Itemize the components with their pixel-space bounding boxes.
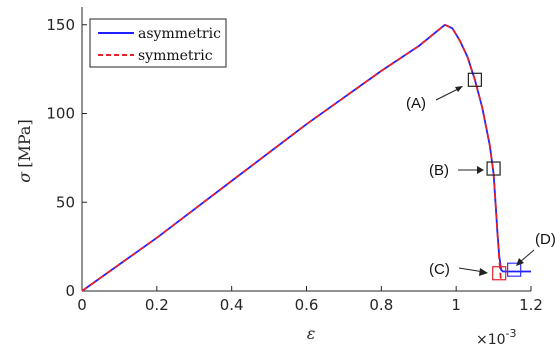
marker-square-b: [486, 161, 501, 176]
x-tick-label: 0: [77, 296, 87, 314]
x-tick-label: 0.6: [295, 296, 319, 314]
x-axis-title: ε: [307, 324, 316, 343]
annotation-a-label: (A): [406, 95, 426, 112]
annotation-a-arrowhead: [455, 86, 463, 92]
annotation-d-arrow: [519, 249, 535, 263]
annotation-c-arrowhead: [479, 268, 488, 276]
annotation-d-arrowhead: [516, 258, 524, 266]
legend-label-asymmetric: asymmetric: [138, 26, 221, 42]
legend: asymmetric symmetric: [89, 18, 227, 68]
y-tick-label: 0: [65, 282, 75, 300]
y-tick-label: 100: [46, 105, 75, 123]
y-tick-label: 50: [56, 193, 75, 211]
x-tick-label: 0.8: [369, 296, 393, 314]
tick-labels: 0 0.2 0.4 0.6 0.8 1 1.2 0 50 100 150: [46, 16, 543, 314]
y-axis-title: σ [MPa]: [15, 119, 34, 182]
x-tick-label: 0.4: [220, 296, 244, 314]
x-multiplier: ×10-3: [476, 327, 517, 348]
marker-square-c: [492, 266, 507, 281]
x-multiplier-exponent: -3: [506, 327, 517, 340]
x-multiplier-base: ×10: [476, 332, 506, 348]
legend-label-symmetric: symmetric: [138, 48, 213, 64]
annotation-d-label: (D): [535, 231, 556, 248]
legend-box: [89, 18, 227, 68]
x-tick-label: 1: [451, 296, 461, 314]
annotation-c-label: (C): [429, 261, 450, 278]
series-line-symmetric: [81, 23, 502, 292]
x-tick-label: 1.2: [519, 296, 543, 314]
series-lines: [81, 23, 531, 292]
y-axis-unit: [MPa]: [15, 119, 34, 167]
y-tick-label: 150: [46, 16, 75, 34]
x-tick-label: 0.2: [145, 296, 169, 314]
marker-square-d: [507, 262, 522, 277]
y-axis-symbol: σ: [15, 171, 34, 183]
annotation-a-arrow: [435, 87, 461, 101]
state-markers: [467, 72, 522, 281]
marker-square-a: [467, 72, 482, 87]
annotations: (A) (B) (C) (D): [406, 86, 556, 278]
annotation-b-arrowhead: [477, 166, 484, 174]
annotation-b-label: (B): [429, 162, 449, 179]
